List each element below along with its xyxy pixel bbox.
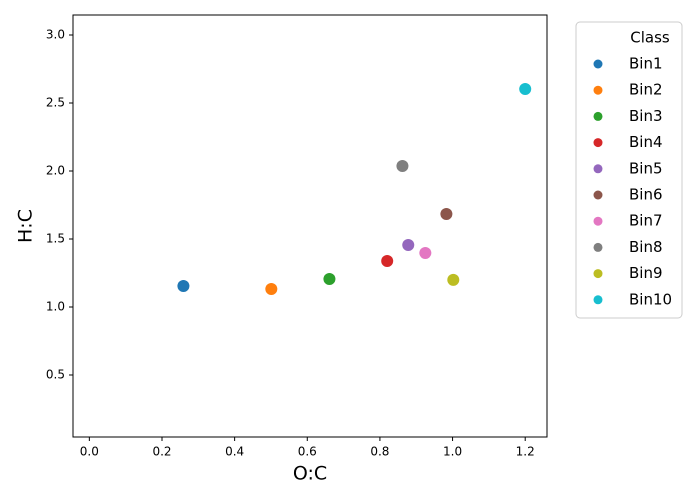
point xyxy=(419,246,432,259)
y-tick-label: 0.5 xyxy=(46,367,65,381)
y-tick-label: 1.5 xyxy=(46,231,65,245)
point xyxy=(177,280,190,293)
legend-marker xyxy=(593,269,603,279)
x-tick-label: 1.0 xyxy=(443,445,462,459)
legend-marker xyxy=(593,190,603,200)
legend-label: Bin3 xyxy=(629,107,663,125)
y-tick-label: 1.0 xyxy=(46,299,65,313)
legend-marker xyxy=(593,59,603,69)
legend-label: Bin4 xyxy=(629,133,663,151)
x-tick-label: 0.0 xyxy=(80,445,99,459)
legend-label: Bin10 xyxy=(629,290,672,308)
plot-frame xyxy=(72,14,548,438)
legend-label: Bin8 xyxy=(629,238,663,256)
legend-marker xyxy=(593,111,603,121)
point xyxy=(323,272,336,285)
legend-marker xyxy=(593,216,603,226)
x-tick-label: 0.4 xyxy=(225,445,244,459)
legend-box xyxy=(575,21,683,319)
x-axis-label: O:C xyxy=(293,463,327,485)
y-tick-label: 2.5 xyxy=(46,95,65,109)
point xyxy=(440,207,453,220)
point xyxy=(447,273,460,286)
legend-label: Bin2 xyxy=(629,81,663,99)
legend-label: Bin1 xyxy=(629,55,663,73)
legend-marker xyxy=(593,295,603,305)
legend-marker xyxy=(593,85,603,95)
legend-label: Bin7 xyxy=(629,212,663,230)
point xyxy=(402,238,415,251)
y-tick-label: 2.0 xyxy=(46,163,65,177)
x-tick-label: 0.8 xyxy=(370,445,389,459)
point xyxy=(265,283,278,296)
legend-marker xyxy=(593,164,603,174)
y-tick-label: 3.0 xyxy=(46,27,65,41)
legend-title: Class xyxy=(630,29,670,47)
point xyxy=(396,159,409,172)
legend-marker xyxy=(593,242,603,252)
x-tick-label: 0.6 xyxy=(298,445,317,459)
legend-label: Bin6 xyxy=(629,186,663,204)
y-axis-label: H:C xyxy=(15,209,37,243)
legend-marker xyxy=(593,138,603,148)
x-tick-label: 0.2 xyxy=(152,445,171,459)
x-tick-label: 1.2 xyxy=(516,445,535,459)
legend-label: Bin5 xyxy=(629,159,663,177)
legend-label: Bin9 xyxy=(629,264,663,282)
point xyxy=(519,82,532,95)
point xyxy=(381,255,394,268)
